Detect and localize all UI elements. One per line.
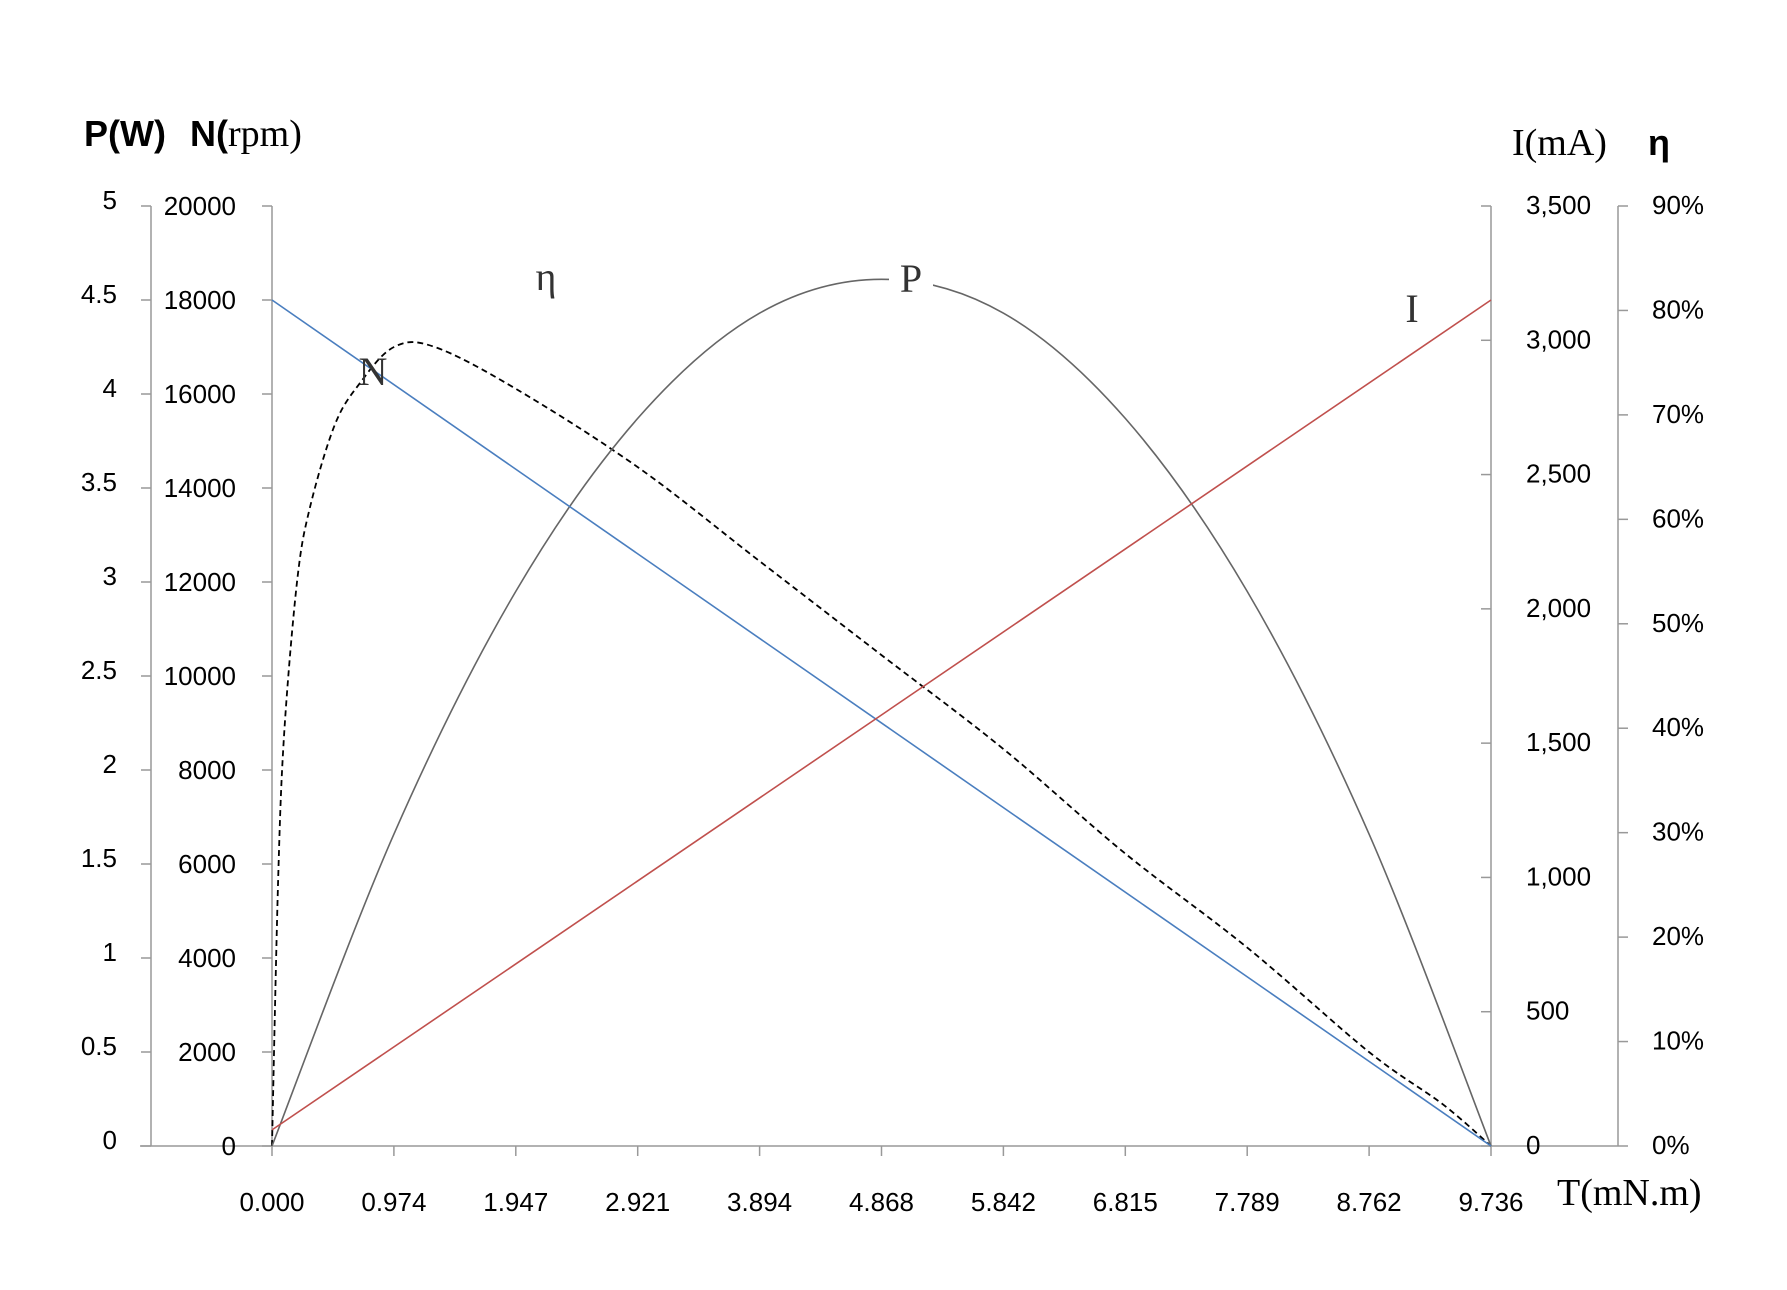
left-power-tick-label: 0.5 <box>81 1031 117 1061</box>
torque-tick-label: 0.000 <box>239 1187 304 1217</box>
torque-tick-label: 5.842 <box>971 1187 1036 1217</box>
right-current-tick-label: 3,000 <box>1526 324 1591 354</box>
right-efficiency-tick-label: 80% <box>1652 294 1704 324</box>
right-efficiency-tick-label: 70% <box>1652 399 1704 429</box>
right-efficiency-tick-label: 50% <box>1652 608 1704 638</box>
power-axis-label: P(W) <box>84 113 166 154</box>
left-speed-tick-label: 6000 <box>178 849 236 879</box>
left-speed-tick-label: 18000 <box>164 285 236 315</box>
right-efficiency-tick-label: 60% <box>1652 503 1704 533</box>
left-power-tick-label: 0 <box>103 1125 117 1155</box>
left-speed-tick-label: 12000 <box>164 567 236 597</box>
speed-axis-label: N(rpm) <box>190 113 302 155</box>
left-power-tick-label: 1.5 <box>81 843 117 873</box>
torque-tick-label: 9.736 <box>1458 1187 1523 1217</box>
current-curve-label: I <box>1405 286 1418 331</box>
power-curve-label: P <box>900 256 922 301</box>
current-axis-label: I(mA) <box>1512 122 1607 164</box>
left-speed-tick-label: 14000 <box>164 473 236 503</box>
torque-tick-label: 8.762 <box>1337 1187 1402 1217</box>
right-current-tick-label: 2,500 <box>1526 459 1591 489</box>
torque-tick-label: 0.974 <box>361 1187 426 1217</box>
tick-layer: 0 0.5 1 1.5 2 2.5 3 3.5 4 4.5 5 0 2000 4000 6000 8000 10… <box>81 185 1704 1217</box>
right-current-tick-label: 0 <box>1526 1130 1540 1160</box>
torque-tick-label: 6.815 <box>1093 1187 1158 1217</box>
torque-tick-label: 4.868 <box>849 1187 914 1217</box>
left-speed-tick-label: 20000 <box>164 191 236 221</box>
left-power-tick-label: 2 <box>103 749 117 779</box>
speed-curve <box>271 299 1492 1147</box>
left-speed-tick-label: 0 <box>222 1131 236 1161</box>
efficiency-axis-label: η <box>1648 122 1670 163</box>
left-speed-tick-label: 8000 <box>178 755 236 785</box>
right-efficiency-tick-label: 10% <box>1652 1026 1704 1056</box>
left-power-tick-label: 2.5 <box>81 655 117 685</box>
right-efficiency-tick-label: 40% <box>1652 712 1704 742</box>
right-efficiency-tick-label: 0% <box>1652 1130 1690 1160</box>
left-power-tick-label: 4 <box>103 373 117 403</box>
left-speed-tick-label: 16000 <box>164 379 236 409</box>
left-speed-tick-label: 10000 <box>164 661 236 691</box>
current-curve <box>271 299 1492 1131</box>
speed-curve-label: N <box>359 349 388 394</box>
power-curve <box>271 278 1492 1147</box>
left-power-tick-label: 3.5 <box>81 467 117 497</box>
right-efficiency-tick-label: 30% <box>1652 817 1704 847</box>
torque-tick-label: 7.789 <box>1215 1187 1280 1217</box>
right-current-tick-label: 3,500 <box>1526 190 1591 220</box>
torque-axis-label: T(mN.m) <box>1557 1172 1702 1214</box>
right-current-tick-label: 1,500 <box>1526 727 1591 757</box>
right-current-tick-label: 500 <box>1526 996 1569 1026</box>
right-efficiency-tick-label: 90% <box>1652 190 1704 220</box>
power-label-backdrop <box>889 254 933 302</box>
right-current-tick-label: 2,000 <box>1526 593 1591 623</box>
torque-tick-label: 1.947 <box>483 1187 548 1217</box>
left-power-tick-label: 4.5 <box>81 279 117 309</box>
efficiency-curve-label: η <box>536 254 557 299</box>
right-current-tick-label: 1,000 <box>1526 861 1591 891</box>
left-power-tick-label: 3 <box>103 561 117 591</box>
series-layer <box>271 278 1492 1147</box>
curve-label-layer: η P N I <box>359 254 1419 394</box>
torque-tick-label: 3.894 <box>727 1187 792 1217</box>
left-speed-tick-label: 4000 <box>178 943 236 973</box>
torque-tick-label: 2.921 <box>605 1187 670 1217</box>
left-speed-tick-label: 2000 <box>178 1037 236 1067</box>
left-power-tick-label: 1 <box>103 937 117 967</box>
right-efficiency-tick-label: 20% <box>1652 921 1704 951</box>
efficiency-curve <box>271 341 1492 1147</box>
left-power-tick-label: 5 <box>103 185 117 215</box>
